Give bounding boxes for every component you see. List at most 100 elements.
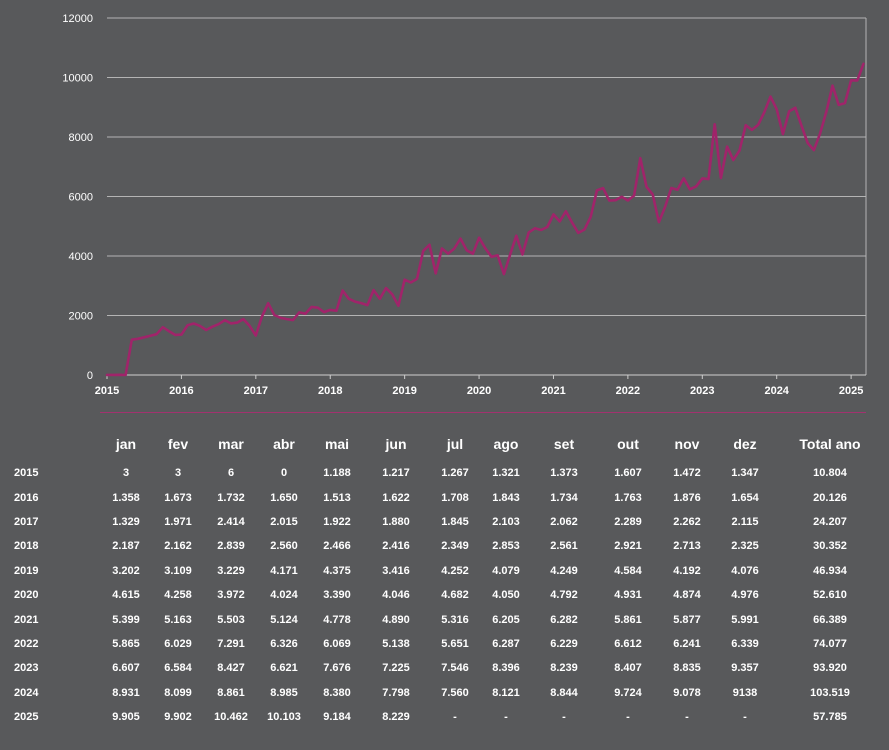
month-value-cell: 1.513 [323,491,351,504]
month-value-cell: 2.853 [492,540,520,553]
month-value-cell: 4.249 [550,564,578,577]
column-header: abr [273,436,295,452]
month-value-cell: 1.971 [164,515,192,528]
month-value-cell: 4.076 [731,564,759,577]
month-value-cell: 4.258 [164,589,192,602]
month-value-cell: 2.062 [550,515,578,528]
year-total-cell: 74.077 [813,637,847,650]
month-value-cell: 4.615 [112,589,140,602]
y-tick-label: 10000 [62,73,93,85]
month-value-cell: 3.416 [382,564,410,577]
table-row: 2019 3.202 3.109 3.229 4.171 4.375 3.416 4.252 4… [0,559,886,583]
month-value-cell: 6.205 [492,613,520,626]
month-value-cell: 4.792 [550,589,578,602]
month-value-cell: 4.931 [614,589,642,602]
month-value-cell: 9.078 [673,686,701,699]
month-value-cell: 3.109 [164,564,192,577]
month-value-cell: 1.708 [441,491,469,504]
separator-line [100,412,866,413]
column-header: Total ano [799,436,861,452]
y-axis-ticks: 0 2000 4000 6000 8000 10000 12000 [62,13,93,382]
column-header: mai [324,436,350,452]
month-value-cell: 1.763 [614,491,642,504]
month-value-cell: 1.734 [550,491,578,504]
month-value-cell: 1.358 [112,491,140,504]
month-value-cell: 3 [122,467,130,480]
month-value-cell: 7.546 [441,662,469,675]
x-tick-label: 2022 [616,385,640,397]
month-value-cell: 6.584 [164,662,192,675]
month-value-cell: 4.079 [492,564,520,577]
column-header: fev [167,436,189,452]
year-total-cell: 103.519 [810,686,850,699]
row-year: 2021 [14,613,39,626]
month-value-cell: 1.673 [164,491,192,504]
month-value-cell: 3 [174,467,182,480]
x-tick-label: 2024 [764,385,789,397]
month-value-cell: 9.357 [731,662,759,675]
month-value-cell: 4.024 [270,589,298,602]
line-chart: 0 2000 4000 6000 8000 10000 12000 2015 2016 2017… [62,13,867,397]
month-value-cell: 2.103 [492,515,520,528]
month-value-cell: 0 [280,467,288,480]
month-value-cell: 8.396 [492,662,520,675]
month-value-cell: 1.922 [323,515,351,528]
x-tick-label: 2017 [244,385,268,397]
month-value-cell: 1.845 [441,515,469,528]
month-value-cell: 1.472 [673,467,701,480]
month-value-cell: 2.839 [217,540,245,553]
month-value-cell: 1.267 [441,467,469,480]
x-tick-label: 2018 [318,385,342,397]
month-value-cell: 4.046 [382,589,410,602]
y-tick-label: 8000 [69,132,93,144]
month-value-cell: 10.462 [214,711,248,724]
month-value-cell: 8.835 [673,662,701,675]
month-value-cell: 4.682 [441,589,469,602]
month-value-cell: 2.289 [614,515,642,528]
y-tick-label: 0 [87,370,93,382]
month-value-cell: 5.124 [270,613,298,626]
month-value-cell: 2.414 [217,515,245,528]
column-header: jul [446,436,464,452]
month-value-cell: 4.584 [614,564,642,577]
x-axis-ticks: 2015 2016 2017 2018 2019 2020 2021 2022 2023 2024… [95,375,863,397]
column-header: dez [733,436,757,452]
month-value-cell: 2.416 [382,540,410,553]
table-row: 2021 5.399 5.163 5.503 5.124 4.778 4.890 5.316 6… [0,607,886,631]
table-row: 2022 5.865 6.029 7.291 6.326 6.069 5.138 5.651 6… [0,632,886,656]
row-year: 2015 [14,467,39,480]
month-value-cell: 7.291 [217,637,245,650]
month-value-cell: 1.650 [270,491,298,504]
column-header: ago [493,436,519,452]
month-value-cell: 2.162 [164,540,192,553]
row-year: 2025 [14,711,39,724]
row-year: 2017 [14,515,39,528]
month-value-cell: 2.325 [731,540,759,553]
month-value-cell: 2.713 [673,540,701,553]
row-year: 2024 [14,686,39,699]
month-value-cell: 9.724 [614,686,642,699]
month-value-cell: 6.607 [112,662,140,675]
table-row: 2023 6.607 6.584 8.427 6.621 7.676 7.225 7.546 8… [0,656,886,680]
month-value-cell: 6.029 [164,637,192,650]
monthly-data-table: jan fev mar abr mai jun jul ago set out nov dez Tota… [0,427,886,729]
month-value-cell: 4.890 [382,613,410,626]
month-value-cell: 5.861 [614,613,642,626]
month-value-cell: 4.976 [731,589,759,602]
month-value-cell: 8.380 [323,686,351,699]
y-tick-label: 2000 [69,311,93,323]
year-total-cell: 52.610 [813,589,847,602]
x-tick-label: 2023 [690,385,714,397]
table-row: 2024 8.931 8.099 8.861 8.985 8.380 7.798 7.560 8… [0,681,886,705]
month-value-cell: 8.861 [217,686,245,699]
x-tick-label: 2020 [467,385,491,397]
year-total-cell: 66.389 [813,613,847,626]
year-total-cell: 46.934 [813,564,847,577]
month-value-cell: 6.339 [731,637,759,650]
row-year: 2016 [14,491,39,504]
month-value-cell: 4.252 [441,564,469,577]
month-value-cell: 6.326 [270,637,298,650]
month-value-cell: 2.921 [614,540,642,553]
month-value-cell: 3.972 [217,589,245,602]
month-value-cell: 2.115 [731,515,759,528]
